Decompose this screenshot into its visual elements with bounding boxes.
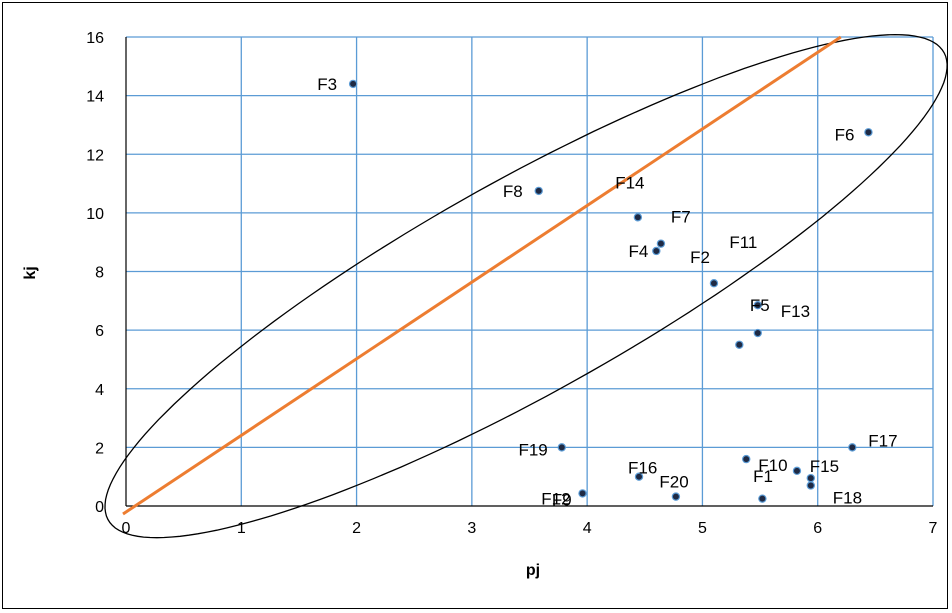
point-label-f6: F6 xyxy=(835,125,855,144)
data-point-f6 xyxy=(864,128,873,137)
point-label-f13: F13 xyxy=(781,302,810,321)
point-label-f18: F18 xyxy=(833,488,862,507)
point-label-f11: F11 xyxy=(729,233,757,252)
data-point-f10 xyxy=(742,454,751,464)
data-point-f5 xyxy=(753,301,762,310)
point-labels: F1F2F3F4F5F6F7F8F9F10F11F12F13F14F15F16F… xyxy=(317,75,897,510)
data-point-f1 xyxy=(792,466,802,476)
x-tick-label: 4 xyxy=(583,520,592,537)
y-tick-label: 12 xyxy=(86,147,104,164)
data-points xyxy=(348,79,873,503)
trend-line xyxy=(122,35,842,516)
data-point-f13 xyxy=(753,328,762,338)
data-point-f12 xyxy=(578,489,587,498)
point-label-f14: F14 xyxy=(615,173,644,192)
data-point-f4 xyxy=(652,246,661,256)
point-label-f12: F12 xyxy=(541,489,570,508)
data-point-f7 xyxy=(656,239,666,248)
y-tick-label: 4 xyxy=(95,382,104,399)
point-label-f10: F10 xyxy=(758,456,787,475)
point-label-f9: F9 xyxy=(552,491,572,510)
trend-line-layer xyxy=(104,33,947,539)
point-label-f3: F3 xyxy=(317,75,337,94)
y-axis-title: kj xyxy=(22,266,39,279)
y-tick-label: 0 xyxy=(95,499,104,516)
axes xyxy=(125,37,933,507)
point-label-f16: F16 xyxy=(628,459,657,478)
data-point-f14 xyxy=(633,213,643,222)
x-tick-label: 0 xyxy=(122,520,131,537)
point-label-f8: F8 xyxy=(503,182,523,201)
x-axis-title: pj xyxy=(526,562,540,579)
x-tick-label: 7 xyxy=(929,520,938,537)
data-point-f20 xyxy=(758,494,767,503)
y-tick-label: 2 xyxy=(95,440,104,457)
y-tick-label: 6 xyxy=(95,323,104,340)
data-point-f8 xyxy=(534,186,543,196)
x-tick-label: 6 xyxy=(813,520,822,537)
point-label-f4: F4 xyxy=(628,242,648,261)
point-label-f19: F19 xyxy=(518,440,547,459)
point-label-f1: F1 xyxy=(753,467,773,486)
data-point-f18 xyxy=(806,481,815,490)
point-label-f5: F5 xyxy=(750,296,770,315)
enclosing-ellipse xyxy=(104,33,947,539)
data-point-f9 xyxy=(671,492,681,501)
point-label-f17: F17 xyxy=(868,431,897,450)
y-tick-label: 10 xyxy=(86,206,104,223)
x-tick-label: 3 xyxy=(467,520,476,537)
data-point-f16 xyxy=(634,472,644,481)
gridlines xyxy=(126,36,934,506)
y-tick-label: 8 xyxy=(95,265,104,282)
data-point-f3 xyxy=(348,79,358,89)
y-tick-label: 14 xyxy=(86,89,104,106)
data-point-f17 xyxy=(848,443,857,452)
point-label-f2: F2 xyxy=(690,248,710,267)
x-tick-label: 2 xyxy=(352,520,361,537)
point-label-f15: F15 xyxy=(810,457,839,476)
y-tick-label: 16 xyxy=(86,30,104,47)
x-tick-label: 5 xyxy=(698,520,707,537)
data-point-f2 xyxy=(709,279,719,288)
data-point-f11 xyxy=(735,340,744,349)
data-point-f19 xyxy=(557,443,566,452)
x-tick-label: 1 xyxy=(237,520,246,537)
point-label-f7: F7 xyxy=(671,208,691,227)
point-label-f20: F20 xyxy=(659,473,688,492)
